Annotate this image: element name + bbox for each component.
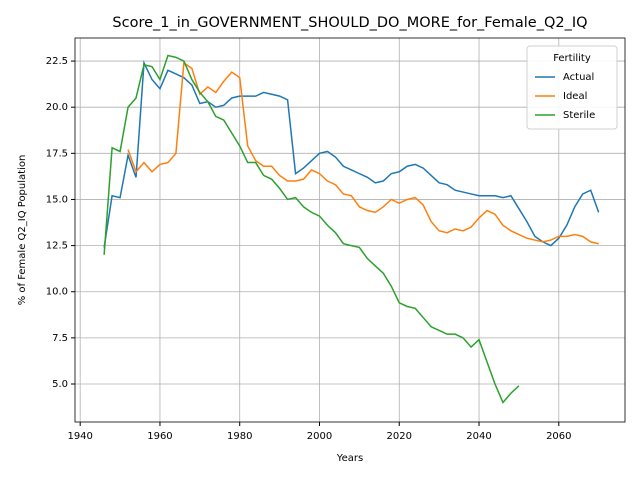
legend-label: Ideal bbox=[563, 91, 587, 102]
x-tick-label: 2040 bbox=[466, 431, 491, 442]
x-tick-label: 2020 bbox=[387, 431, 412, 442]
y-tick-label: 12.5 bbox=[46, 241, 68, 252]
y-tick-label: 5.0 bbox=[52, 379, 68, 390]
data-line bbox=[127, 61, 599, 245]
x-axis-label: Years bbox=[336, 453, 363, 464]
legend-label: Sterile bbox=[563, 110, 595, 121]
y-tick-label: 10.0 bbox=[46, 287, 68, 298]
y-tick-label: 20.0 bbox=[46, 102, 68, 113]
plot-frame bbox=[74, 37, 626, 423]
y-axis-label: % of Female Q2_IQ Population bbox=[17, 155, 28, 306]
x-tick-label: 1960 bbox=[147, 431, 172, 442]
y-tick-label: 7.5 bbox=[52, 333, 68, 344]
x-tick-label: 1980 bbox=[227, 431, 252, 442]
y-tick-label: 17.5 bbox=[46, 148, 68, 159]
legend: Fertility Actual Ideal Sterile bbox=[526, 45, 618, 130]
x-tick-label: 1940 bbox=[67, 431, 92, 442]
chart-title: Score_1_in_GOVERNMENT_SHOULD_DO_MORE_for… bbox=[112, 15, 587, 31]
legend-box bbox=[526, 45, 618, 130]
data-line bbox=[103, 60, 600, 248]
data-line bbox=[103, 54, 520, 404]
legend-title: Fertility bbox=[553, 53, 591, 64]
legend-label: Actual bbox=[563, 72, 594, 83]
y-tick-label: 15.0 bbox=[46, 194, 68, 205]
x-tick-label: 2060 bbox=[546, 431, 571, 442]
y-tick-label: 22.5 bbox=[46, 56, 68, 67]
x-tick-label: 2000 bbox=[307, 431, 332, 442]
